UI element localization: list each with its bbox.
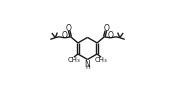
Text: H: H (85, 65, 90, 70)
Text: O: O (104, 24, 110, 33)
Text: O: O (61, 31, 67, 40)
Text: CH₃: CH₃ (95, 57, 108, 63)
Text: O: O (108, 31, 114, 40)
Text: CH₃: CH₃ (67, 57, 80, 63)
Text: N: N (85, 60, 90, 69)
Text: O: O (65, 24, 71, 33)
